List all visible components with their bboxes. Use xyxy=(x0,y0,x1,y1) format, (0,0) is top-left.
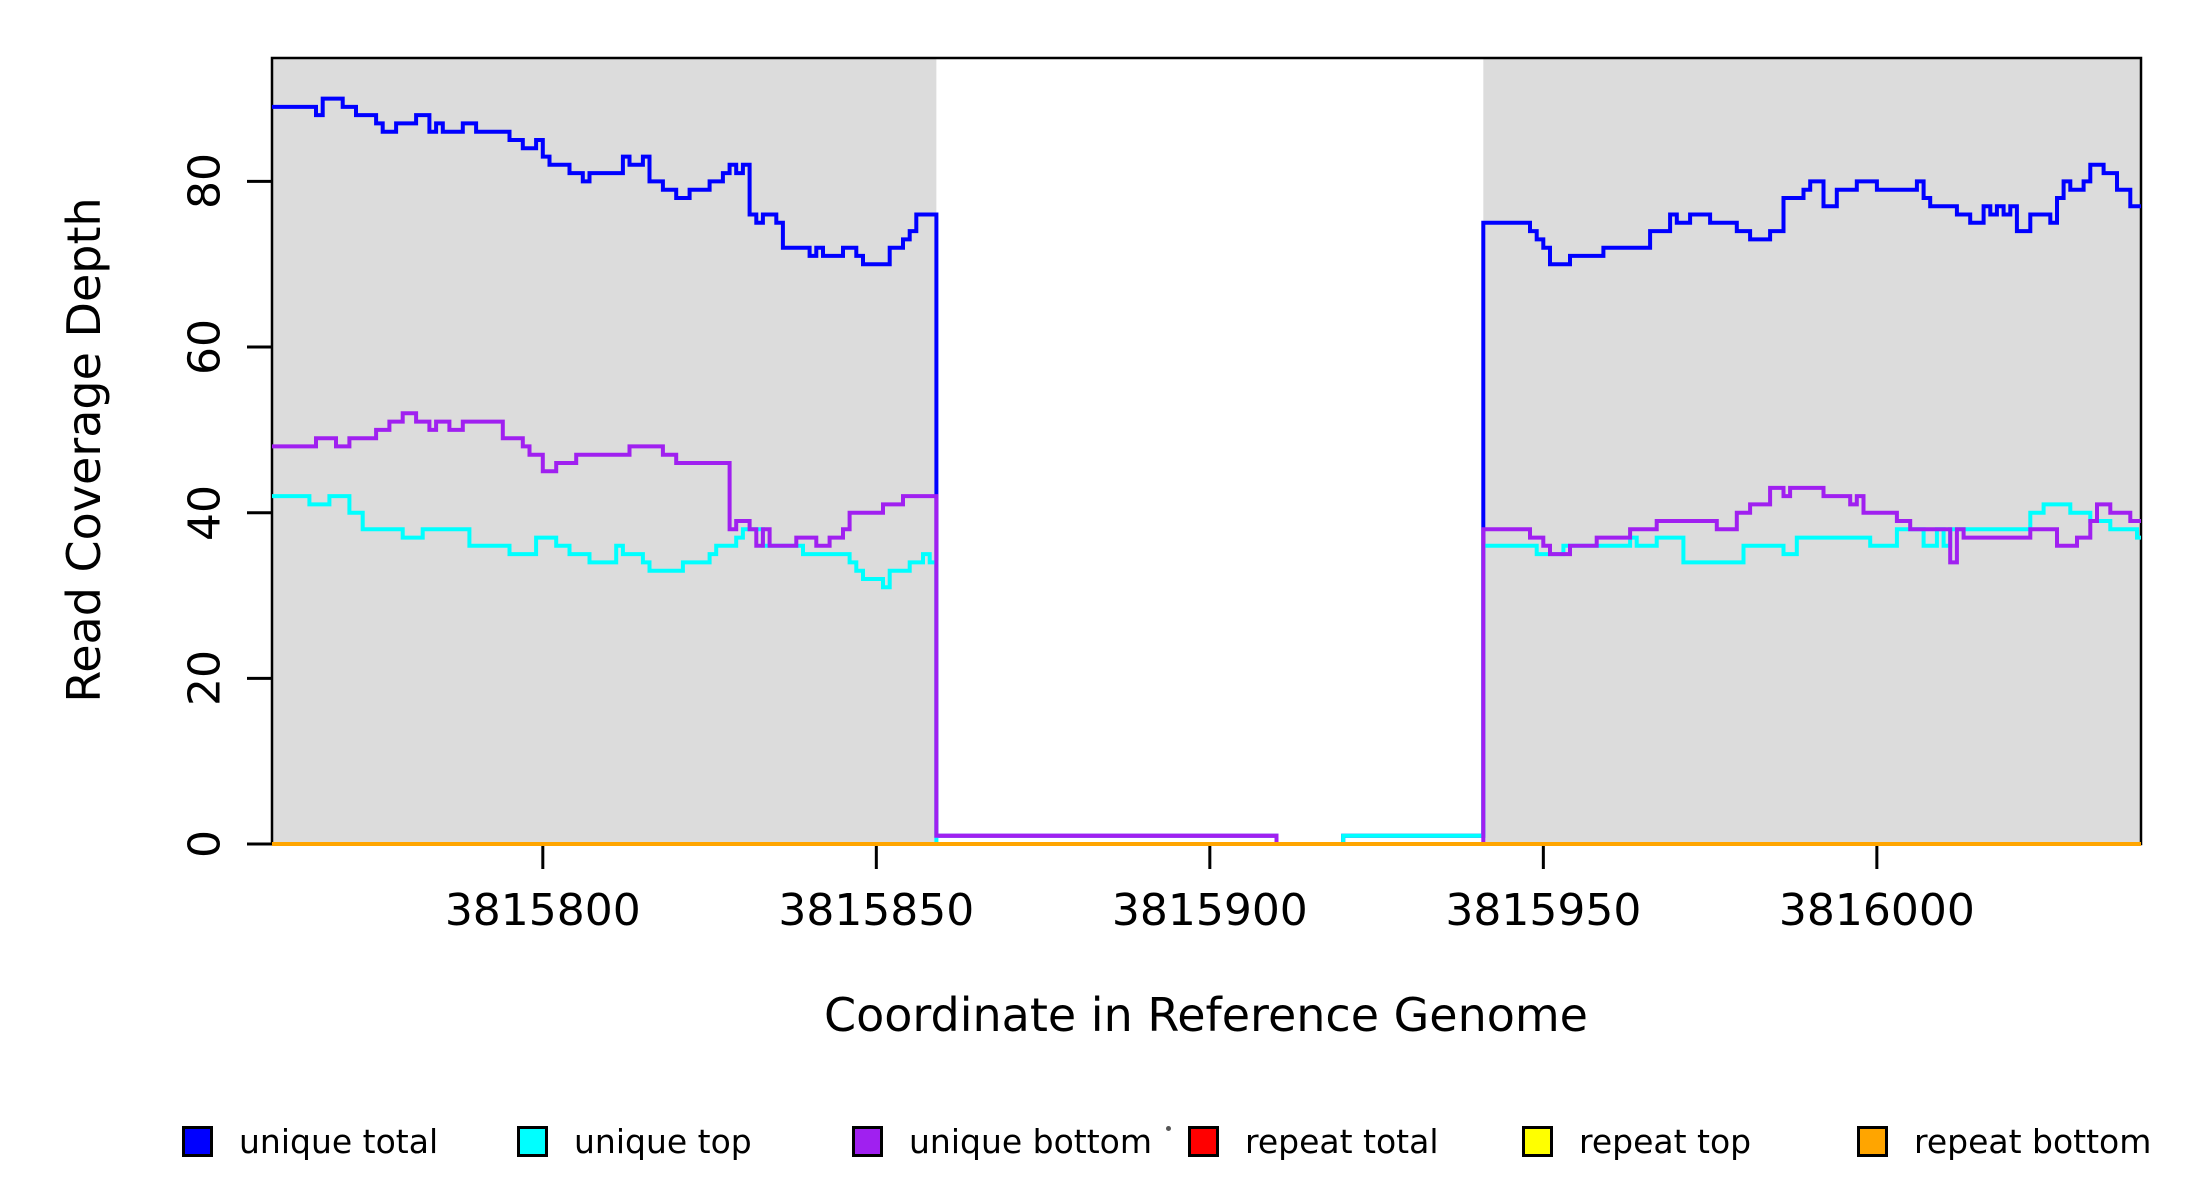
y-tick-label: 40 xyxy=(179,484,231,541)
legend-label: repeat top xyxy=(1579,1122,1752,1161)
y-axis-title: Read Coverage Depth xyxy=(57,197,111,703)
unique-bottom-swatch-icon xyxy=(852,1126,883,1157)
legend-item-repeat-bottom: repeat bottom xyxy=(1857,1122,2151,1161)
unique-total-swatch-icon xyxy=(182,1126,213,1157)
y-tick-label: 20 xyxy=(179,650,231,707)
x-tick-label: 3815850 xyxy=(778,885,975,936)
repeat-top-swatch-icon xyxy=(1522,1126,1553,1157)
series-unique-bottom xyxy=(272,411,2141,846)
legend-label: unique bottom xyxy=(909,1122,1153,1161)
legend-item-repeat-top: repeat top xyxy=(1522,1122,1751,1161)
x-axis-title: Coordinate in Reference Genome xyxy=(824,988,1588,1042)
shaded-region xyxy=(1483,58,2141,844)
unique-top-swatch-icon xyxy=(517,1126,548,1157)
shaded-region xyxy=(272,58,937,844)
legend-item-unique-total: unique total xyxy=(182,1122,438,1161)
repeat-total-swatch-icon xyxy=(1188,1126,1219,1157)
y-tick-label: 80 xyxy=(179,153,231,210)
series-unique-total xyxy=(272,96,2141,846)
x-tick-label: 3816000 xyxy=(1778,885,1975,936)
legend-item-unique-top: unique top xyxy=(517,1122,752,1161)
legend-item-repeat-total: repeat total xyxy=(1188,1122,1439,1161)
y-tick-label: 60 xyxy=(179,319,231,376)
legend-label: repeat bottom xyxy=(1914,1122,2152,1161)
repeat-bottom-swatch-icon xyxy=(1857,1126,1888,1157)
legend-stray-dot xyxy=(1166,1126,1171,1131)
y-tick-label: 0 xyxy=(179,830,231,858)
series-unique-top xyxy=(272,494,2141,846)
legend-label: unique top xyxy=(574,1122,752,1161)
legend-label: unique total xyxy=(239,1122,439,1161)
legend-label: repeat total xyxy=(1245,1122,1439,1161)
x-tick-label: 3815800 xyxy=(444,885,641,936)
x-tick-label: 3815950 xyxy=(1445,885,1642,936)
legend-item-unique-bottom: unique bottom xyxy=(852,1122,1152,1161)
x-tick-label: 3815900 xyxy=(1111,885,1308,936)
